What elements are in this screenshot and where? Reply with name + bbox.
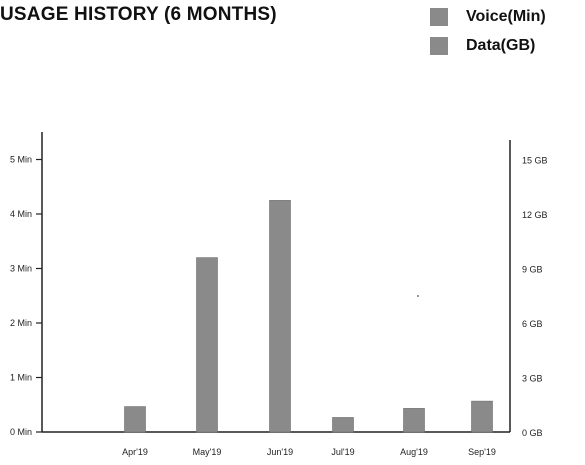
bar-voice <box>269 200 291 433</box>
bar-voice <box>196 257 218 433</box>
y-left-tick-label: 2 Min <box>10 318 32 328</box>
x-tick-label: Aug'19 <box>400 447 428 457</box>
legend-entry-data: Data(GB) <box>430 37 535 55</box>
legend-entry-voice: Voice(Min) <box>430 8 546 26</box>
y-right-tick-label: 9 GB <box>522 265 543 275</box>
chart-title: USAGE HISTORY (6 MONTHS) <box>0 4 277 25</box>
legend-swatch-data <box>430 37 448 55</box>
bar-data <box>332 417 354 433</box>
x-tick-label: Apr'19 <box>122 447 148 457</box>
x-tick-label: Jun'19 <box>267 447 293 457</box>
y-left-tick-label: 1 Min <box>10 373 32 383</box>
legend-label-voice: Voice(Min) <box>466 8 546 25</box>
bar-data <box>471 400 493 433</box>
y-right-tick-label: 12 GB <box>522 210 548 220</box>
stray-dot <box>417 295 419 297</box>
y-right-tick-label: 15 GB <box>522 156 548 166</box>
legend-swatch-voice <box>430 8 448 26</box>
y-left-tick-label: 3 Min <box>10 264 32 274</box>
y-right-tick-label: 6 GB <box>522 319 543 329</box>
y-left-tick-label: 0 Min <box>10 427 32 437</box>
y-left-tick-label: 4 Min <box>10 209 32 219</box>
y-right-tick-label: 3 GB <box>522 374 543 384</box>
x-tick-label: Sep'19 <box>468 447 496 457</box>
bar-data <box>403 408 425 433</box>
legend-label-data: Data(GB) <box>466 37 536 54</box>
x-tick-label: May'19 <box>193 447 222 457</box>
y-right-tick-label: 0 GB <box>522 428 543 438</box>
bar-data <box>124 406 146 433</box>
y-left-tick-label: 5 Min <box>10 155 32 165</box>
x-tick-label: Jul'19 <box>331 447 354 457</box>
